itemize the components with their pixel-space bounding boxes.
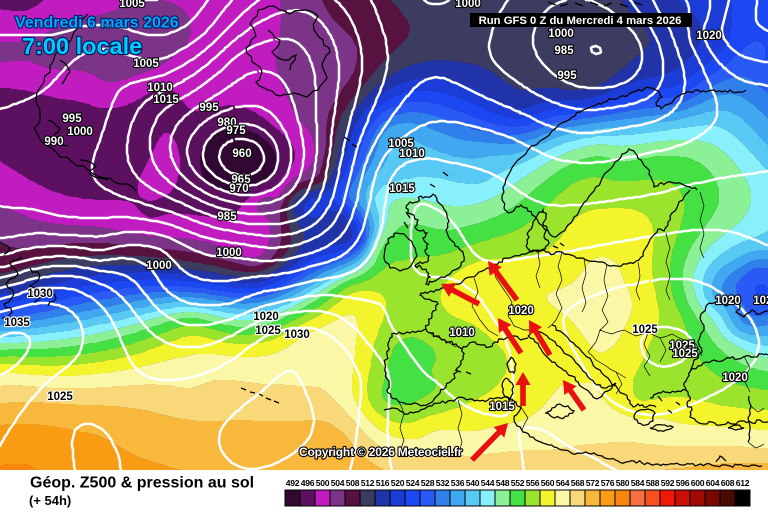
svg-text:592: 592 [661, 478, 675, 488]
svg-text:Run GFS 0 Z du Mercredi 4 mars: Run GFS 0 Z du Mercredi 4 mars 2026 [479, 15, 682, 27]
svg-text:1010: 1010 [449, 327, 475, 339]
svg-text:985: 985 [554, 45, 574, 57]
svg-text:604: 604 [706, 478, 720, 488]
svg-text:584: 584 [631, 478, 645, 488]
svg-text:1010: 1010 [399, 148, 425, 160]
svg-text:1035: 1035 [4, 317, 30, 329]
svg-text:548: 548 [496, 478, 510, 488]
svg-text:1025: 1025 [672, 348, 698, 360]
svg-text:1025: 1025 [669, 340, 695, 352]
svg-text:995: 995 [557, 70, 577, 82]
svg-text:500: 500 [316, 478, 330, 488]
svg-text:520: 520 [391, 478, 405, 488]
svg-text:492: 492 [286, 478, 300, 488]
svg-text:1005: 1005 [388, 138, 414, 150]
svg-text:960: 960 [232, 148, 251, 160]
svg-text:970: 970 [229, 183, 248, 195]
svg-text:995: 995 [62, 113, 82, 125]
svg-text:1015: 1015 [153, 94, 179, 106]
svg-text:1005: 1005 [133, 58, 159, 70]
svg-text:1000: 1000 [216, 247, 242, 259]
svg-text:965: 965 [231, 174, 251, 186]
svg-text:7:00 locale: 7:00 locale [22, 33, 142, 59]
svg-text:564: 564 [556, 478, 570, 488]
svg-text:608: 608 [721, 478, 735, 488]
svg-text:568: 568 [571, 478, 585, 488]
svg-text:600: 600 [691, 478, 705, 488]
svg-text:572: 572 [586, 478, 600, 488]
svg-text:1020: 1020 [722, 372, 748, 384]
svg-text:580: 580 [616, 478, 630, 488]
svg-text:1000: 1000 [146, 260, 172, 272]
svg-text:552: 552 [511, 478, 525, 488]
svg-text:612: 612 [736, 478, 750, 488]
svg-text:1020: 1020 [715, 295, 741, 307]
svg-text:504: 504 [331, 478, 345, 488]
svg-text:516: 516 [376, 478, 390, 488]
svg-text:980: 980 [217, 117, 236, 129]
svg-text:540: 540 [466, 478, 480, 488]
svg-text:556: 556 [526, 478, 540, 488]
svg-text:(+ 54h): (+ 54h) [29, 493, 71, 508]
svg-text:990: 990 [44, 136, 63, 148]
svg-text:508: 508 [346, 478, 360, 488]
svg-text:524: 524 [406, 478, 420, 488]
svg-text:1030: 1030 [27, 288, 53, 300]
svg-text:975: 975 [226, 125, 246, 137]
svg-text:576: 576 [601, 478, 615, 488]
svg-text:596: 596 [676, 478, 690, 488]
svg-text:496: 496 [301, 478, 315, 488]
svg-text:1025: 1025 [632, 324, 658, 336]
svg-text:532: 532 [436, 478, 450, 488]
svg-text:1005: 1005 [119, 0, 145, 10]
svg-text:1015: 1015 [489, 401, 515, 413]
svg-text:1015: 1015 [389, 183, 415, 195]
svg-text:995: 995 [199, 102, 219, 114]
svg-text:1020: 1020 [696, 30, 722, 42]
svg-text:528: 528 [421, 478, 435, 488]
svg-text:1000: 1000 [455, 0, 481, 10]
svg-text:536: 536 [451, 478, 465, 488]
svg-text:1030: 1030 [284, 329, 310, 341]
svg-text:985: 985 [217, 211, 237, 223]
svg-text:1020: 1020 [753, 295, 768, 307]
svg-text:1020: 1020 [508, 305, 534, 317]
svg-text:512: 512 [361, 478, 375, 488]
svg-text:Géop. Z500 & pression au sol: Géop. Z500 & pression au sol [30, 475, 254, 492]
svg-text:1000: 1000 [548, 28, 574, 40]
svg-text:588: 588 [646, 478, 660, 488]
svg-text:Copyright © 2026 Meteociel.fr: Copyright © 2026 Meteociel.fr [299, 445, 463, 459]
svg-text:1025: 1025 [47, 391, 73, 403]
svg-text:1010: 1010 [147, 82, 173, 94]
svg-text:Vendredi 6 mars 2026: Vendredi 6 mars 2026 [15, 15, 179, 32]
svg-text:1000: 1000 [67, 126, 93, 138]
svg-text:560: 560 [541, 478, 555, 488]
svg-text:1020: 1020 [253, 311, 279, 323]
svg-text:1025: 1025 [255, 325, 281, 337]
svg-text:544: 544 [481, 478, 495, 488]
